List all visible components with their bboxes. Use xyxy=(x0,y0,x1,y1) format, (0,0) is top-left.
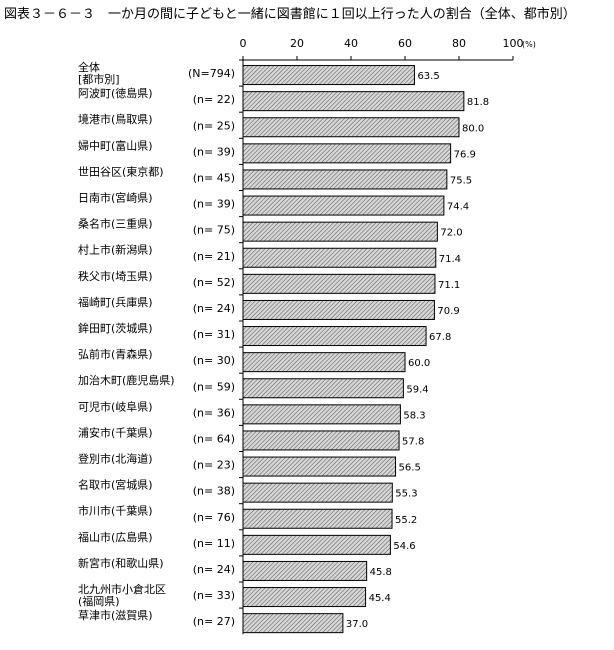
value-label: 45.8 xyxy=(370,567,392,578)
n-label: (n= 39) xyxy=(193,198,235,211)
value-label: 63.5 xyxy=(417,71,439,82)
bar xyxy=(242,65,415,86)
bar xyxy=(242,587,367,608)
value-label: 56.5 xyxy=(399,463,421,474)
category-label: 日南市(宮崎県) xyxy=(78,191,153,205)
category-label: 阿波町(徳島県) xyxy=(78,86,153,100)
x-tick-label: 80 xyxy=(452,37,466,50)
bar xyxy=(242,560,368,581)
bar xyxy=(242,456,397,477)
value-label: 71.4 xyxy=(439,254,461,265)
value-label: 58.3 xyxy=(403,410,425,421)
bar xyxy=(242,404,401,425)
value-label: 37.0 xyxy=(346,619,368,630)
n-label: (n= 39) xyxy=(193,145,235,158)
category-label: (福岡県) xyxy=(78,594,120,608)
n-label: (n= 33) xyxy=(193,589,235,602)
bar xyxy=(242,326,427,347)
n-label: (n= 59) xyxy=(193,380,235,393)
n-label: (n= 11) xyxy=(193,537,235,550)
n-label: (N=794) xyxy=(188,67,235,80)
category-label: 境港市(鳥取県) xyxy=(78,112,153,126)
category-label: 加治木町(鹿児島県) xyxy=(78,373,175,387)
bar xyxy=(242,430,400,451)
value-label: 71.1 xyxy=(438,280,460,291)
n-label: (n= 38) xyxy=(193,485,235,498)
value-label: 54.6 xyxy=(393,541,415,552)
category-label: 福山市(広島県) xyxy=(78,530,153,544)
category-label: 北九州市小倉北区 xyxy=(78,582,166,596)
n-label: (n= 27) xyxy=(193,615,235,628)
value-label: 60.0 xyxy=(408,358,430,369)
bar xyxy=(242,273,436,294)
category-label: 秩父市(埼玉県) xyxy=(78,269,153,283)
category-label: 桑名市(三重県) xyxy=(78,217,153,231)
x-axis-unit: (%) xyxy=(522,40,536,49)
value-label: 55.2 xyxy=(395,515,417,526)
x-tick-label: 40 xyxy=(344,37,358,50)
category-label: 浦安市(千葉県) xyxy=(78,425,153,439)
category-label: 名取市(宮城県) xyxy=(78,478,153,492)
n-label: (n= 64) xyxy=(193,432,235,445)
category-label: 福崎町(兵庫県) xyxy=(78,295,153,309)
n-label: (n= 22) xyxy=(193,93,235,106)
category-label: 草津市(滋賀県) xyxy=(78,608,153,622)
value-label: 67.8 xyxy=(429,332,451,343)
n-label: (n= 21) xyxy=(193,250,235,263)
category-label: 登別市(北海道) xyxy=(78,452,153,466)
x-tick-label: 60 xyxy=(398,37,412,50)
bar xyxy=(242,143,452,164)
category-label: 全体 xyxy=(78,60,100,74)
n-label: (n= 45) xyxy=(193,171,235,184)
value-label: 57.8 xyxy=(402,436,424,447)
value-label: 72.0 xyxy=(440,228,462,239)
value-label: 75.5 xyxy=(450,175,472,186)
bar xyxy=(242,352,406,373)
category-label: 可児市(岐阜県) xyxy=(78,399,153,413)
chart-title: 図表３－６－３ 一か月の間に子どもと一緒に図書館に１回以上行った人の割合（全体、… xyxy=(4,7,576,22)
bar xyxy=(242,117,460,138)
n-label: (n= 31) xyxy=(193,328,235,341)
bar xyxy=(242,378,404,399)
category-label: 婦中町(富山県) xyxy=(78,138,153,152)
x-tick-label: 20 xyxy=(290,37,304,50)
n-label: (n= 24) xyxy=(193,563,235,576)
value-label: 74.4 xyxy=(447,202,469,213)
value-label: 80.0 xyxy=(462,123,484,134)
category-label: 村上市(新潟県) xyxy=(78,243,153,257)
value-label: 70.9 xyxy=(437,306,459,317)
bar xyxy=(242,221,438,242)
value-label: 45.4 xyxy=(369,593,391,604)
n-label: (n= 23) xyxy=(193,459,235,472)
bar xyxy=(242,482,393,503)
value-label: 81.8 xyxy=(467,97,489,108)
x-tick-label: 0 xyxy=(240,37,247,50)
category-label: 鉾田町(茨城県) xyxy=(78,321,153,335)
bar xyxy=(242,299,435,320)
category-label: 世田谷区(東京都) xyxy=(78,164,164,178)
n-label: (n= 25) xyxy=(193,119,235,132)
bar xyxy=(242,247,437,268)
x-tick-label: 100 xyxy=(503,37,524,50)
category-label: 新宮市(和歌山県) xyxy=(78,556,164,570)
n-label: (n= 52) xyxy=(193,276,235,289)
bar xyxy=(242,613,344,634)
category-label: [都市別] xyxy=(78,72,120,86)
category-label: 市川市(千葉県) xyxy=(78,504,153,518)
bar xyxy=(242,508,393,529)
n-label: (n= 76) xyxy=(193,511,235,524)
bar xyxy=(242,169,448,190)
category-label: 弘前市(青森県) xyxy=(78,347,153,361)
value-label: 76.9 xyxy=(454,149,476,160)
bar xyxy=(242,195,445,216)
n-label: (n= 36) xyxy=(193,406,235,419)
bar xyxy=(242,91,465,112)
value-label: 59.4 xyxy=(406,384,428,395)
n-label: (n= 30) xyxy=(193,354,235,367)
value-label: 55.3 xyxy=(395,489,417,500)
n-label: (n= 75) xyxy=(193,224,235,237)
n-label: (n= 24) xyxy=(193,302,235,315)
bar xyxy=(242,534,391,555)
